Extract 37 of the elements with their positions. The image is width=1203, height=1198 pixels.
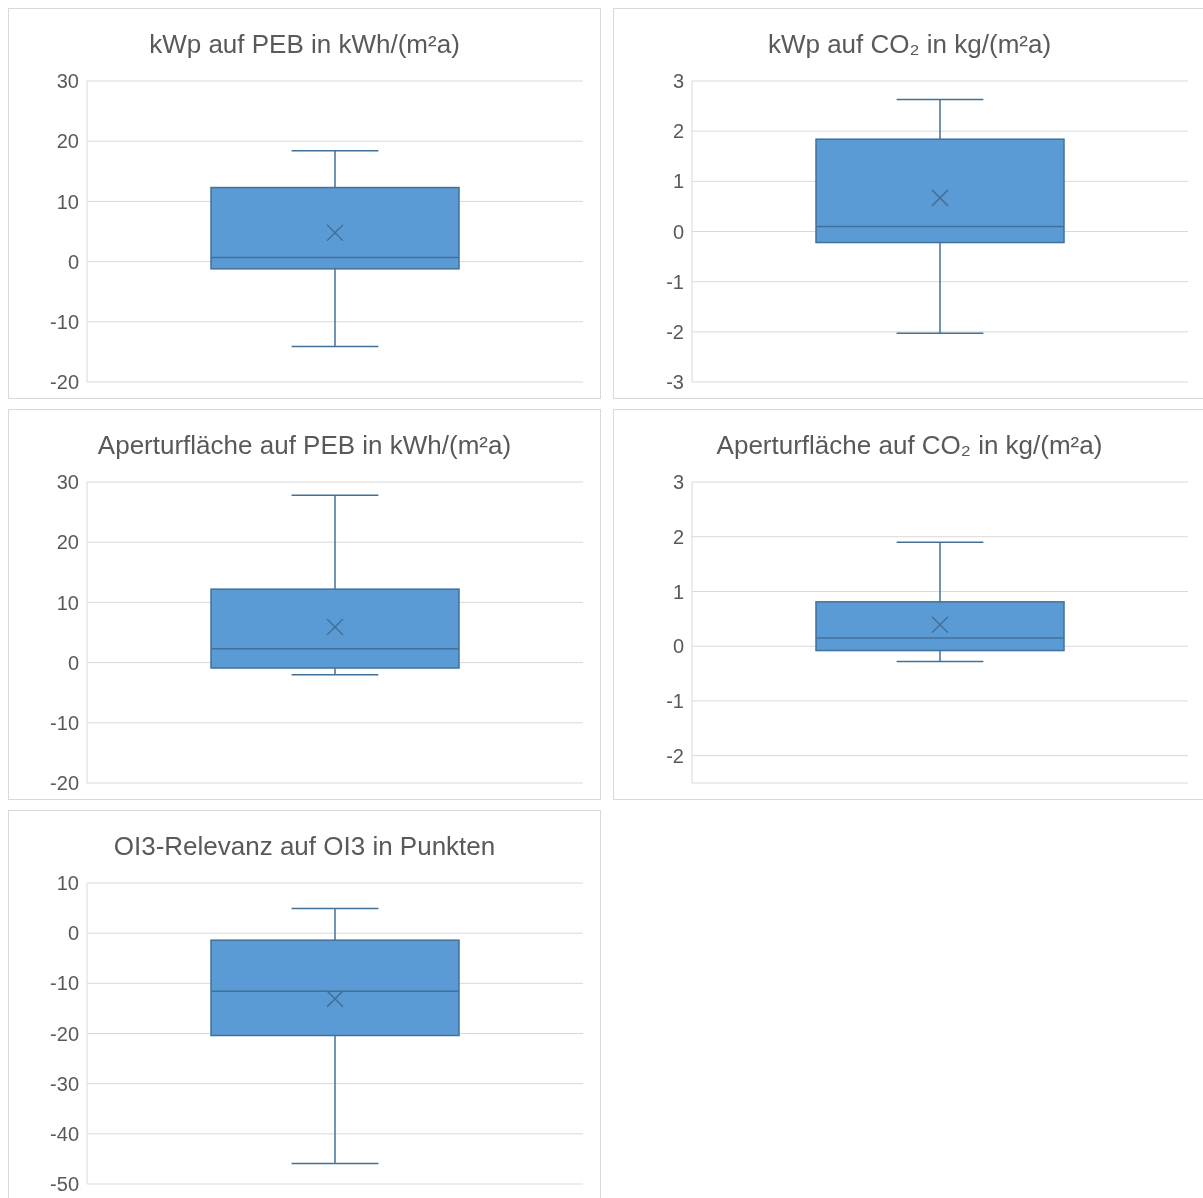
y-tick-label: 0 [67,250,79,273]
y-tick-label: 0 [67,922,79,945]
y-tick-label: 1 [672,170,684,193]
y-tick-label: -10 [50,972,79,995]
y-tick-label: -30 [50,1072,79,1095]
y-tick-label: 0 [672,220,684,243]
y-tick-label: 1 [672,580,684,603]
y-tick-label: 10 [56,872,79,895]
y-tick-label: 20 [56,531,79,554]
chart-title: OI3-Relevanz auf OI3 in Punkten [112,831,497,863]
chart-title: kWp auf CO₂ in kg/(m²a) [766,29,1053,61]
y-tick-label: -40 [50,1122,79,1145]
y-tick-label: 2 [672,525,684,548]
y-tick-label: 10 [56,591,79,614]
y-tick-label: -3 [666,371,684,394]
y-tick-label: -20 [50,772,79,795]
y-tick-label: 0 [67,651,79,674]
y-tick-label: 30 [56,471,79,494]
y-tick-label: -50 [50,1173,79,1196]
y-tick-label: -2 [666,320,684,343]
y-tick-label: -10 [50,711,79,734]
y-tick-label: -1 [666,690,684,713]
chart-title: kWp auf PEB in kWh/(m²a) [148,29,461,61]
y-tick-label: -1 [666,270,684,293]
y-tick-label: 2 [672,120,684,143]
y-tick-label: -10 [50,310,79,333]
y-tick-label: 0 [672,635,684,658]
y-tick-label: -2 [666,744,684,767]
y-tick-label: -20 [50,1022,79,1045]
y-tick-label: 20 [56,130,79,153]
y-tick-label: -20 [50,371,79,394]
y-tick-label: 30 [56,70,79,93]
y-tick-label: 10 [56,190,79,213]
chart-title: Aperturfläche auf CO₂ in kg/(m²a) [715,430,1104,462]
chart-title: Aperturfläche auf PEB in kWh/(m²a) [96,430,513,462]
y-tick-label: 3 [672,471,684,494]
y-tick-label: 3 [672,70,684,93]
